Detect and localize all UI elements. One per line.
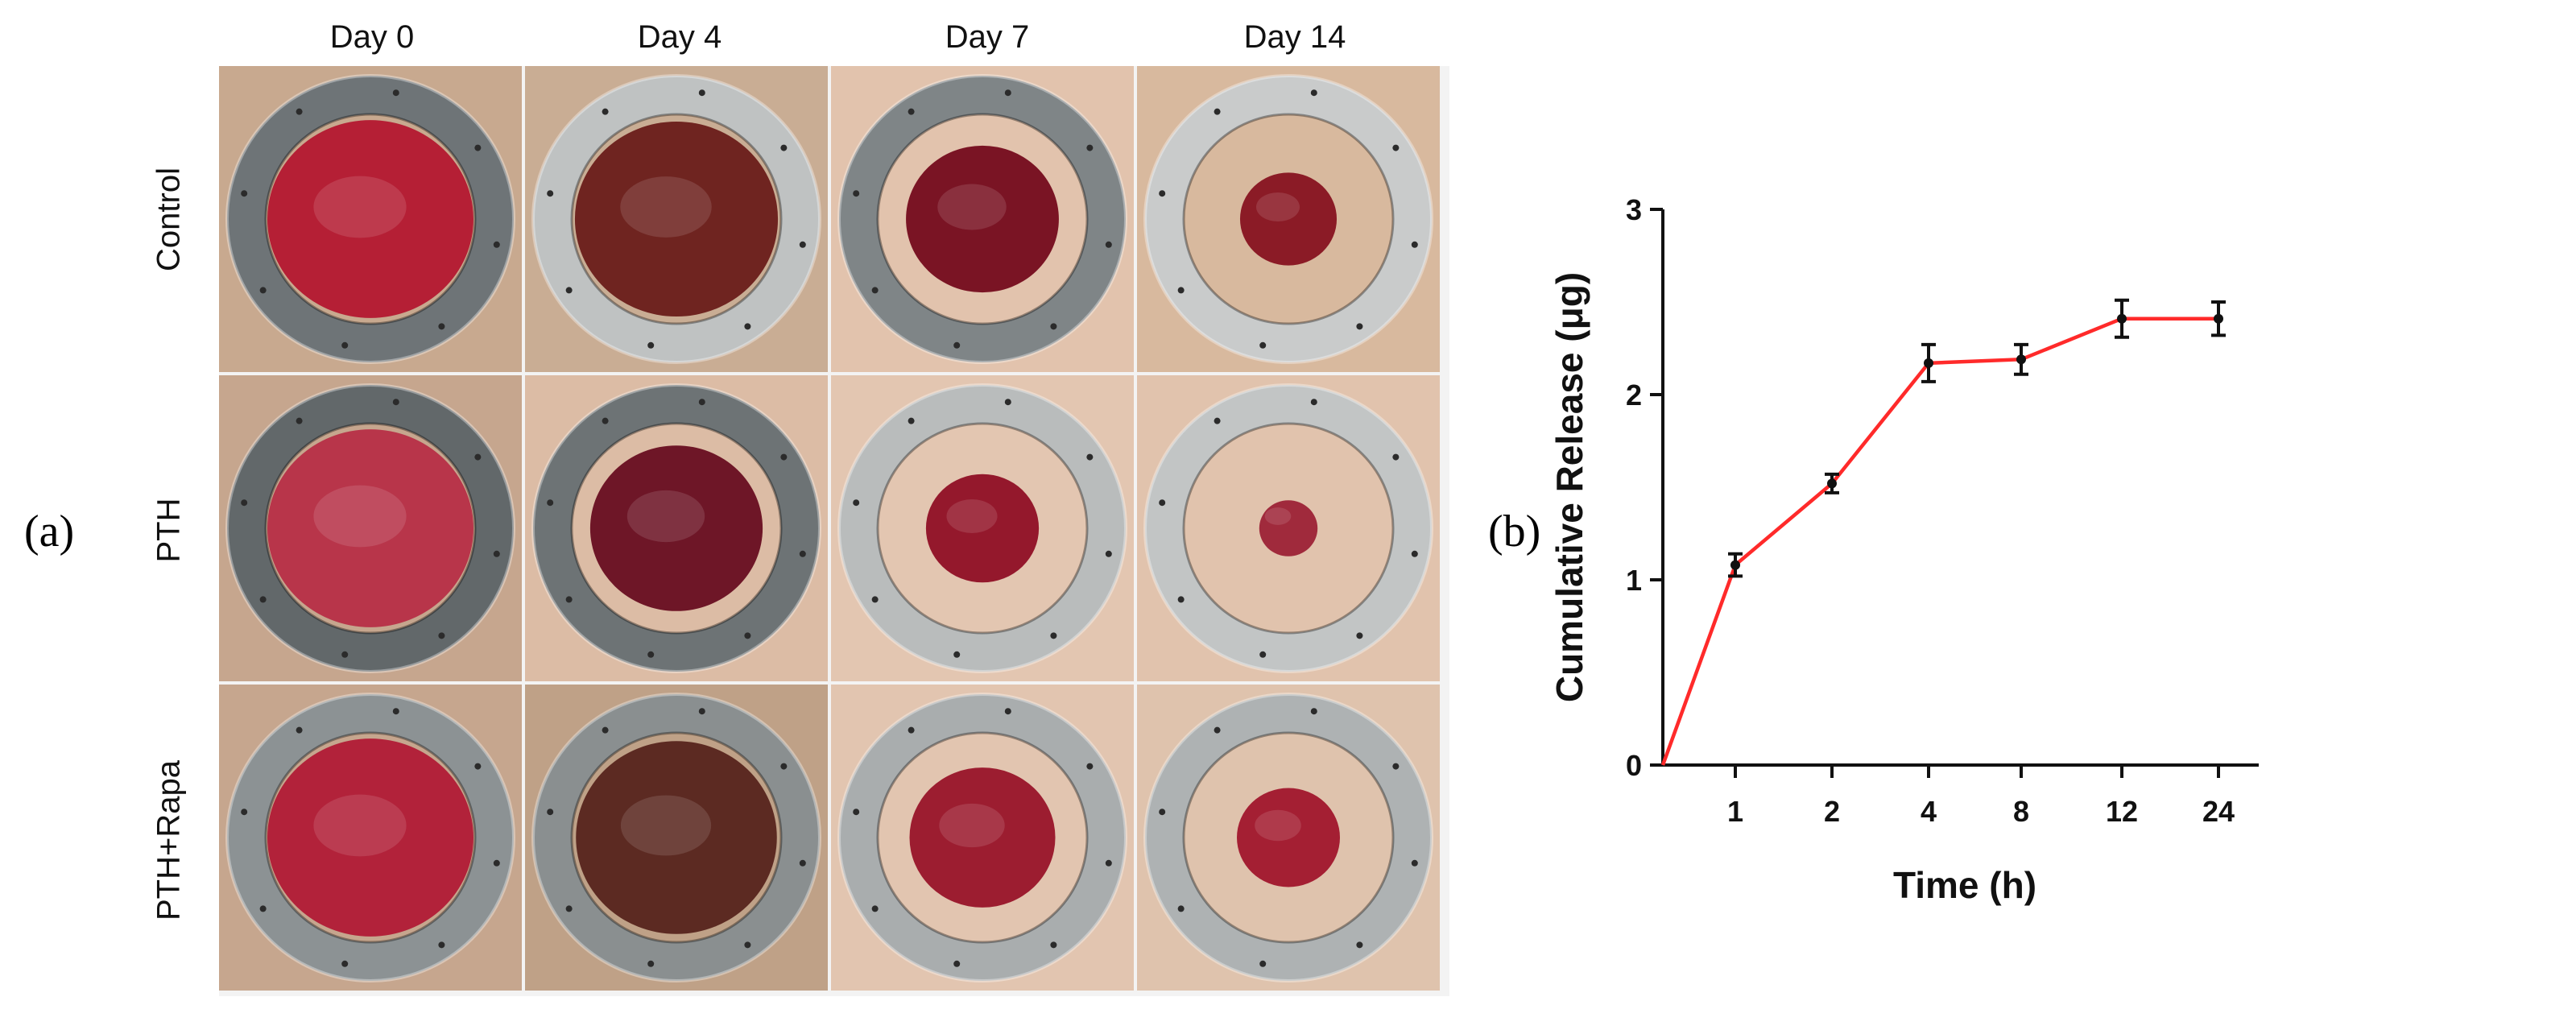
x-tick-label: 1 <box>1727 795 1743 828</box>
panel-a-label: (a) <box>24 507 75 556</box>
wound-photo-pth-rapa-day-0 <box>219 685 522 991</box>
data-point <box>2115 298 2129 339</box>
y-tick-label: 2 <box>1626 378 1642 412</box>
y-tick-label: 1 <box>1626 564 1642 597</box>
row-header-control: Control <box>151 168 187 271</box>
wound-photo-pth-day-0 <box>219 375 522 681</box>
wound-photo-control-day-14 <box>1137 66 1440 372</box>
y-tick-label: 3 <box>1626 193 1642 226</box>
wound-photo-pth-day-7 <box>831 375 1134 681</box>
column-header-day-14: Day 14 <box>1243 19 1346 55</box>
wound-photo-pth-day-14 <box>1137 375 1440 681</box>
wound-photo-pth-rapa-day-14 <box>1137 685 1440 991</box>
x-axis: 1 2 4 8 12 24 <box>1663 763 2259 828</box>
x-tick-label: 8 <box>2013 795 2029 828</box>
x-tick-label: 12 <box>2106 795 2138 828</box>
series-group <box>1660 298 2226 766</box>
y-tick-label: 0 <box>1626 749 1642 782</box>
y-axis: 0 1 2 3 <box>1626 193 1664 782</box>
data-point <box>1825 472 1839 494</box>
wound-photo-grid <box>219 66 1449 996</box>
release-line <box>1660 316 2218 766</box>
data-point <box>1728 552 1743 578</box>
x-tick-label: 4 <box>1921 795 1937 828</box>
data-point <box>2014 342 2028 376</box>
wound-photo-pth-rapa-day-7 <box>831 685 1134 991</box>
x-tick-label: 2 <box>1824 795 1840 828</box>
data-point <box>2211 300 2226 337</box>
wound-photo-control-day-0 <box>219 66 522 372</box>
column-header-day-4: Day 4 <box>637 19 722 55</box>
wound-photo-pth-day-4 <box>525 375 828 681</box>
x-axis-title: Time (h) <box>1893 864 2036 906</box>
row-header-pth: PTH <box>151 498 187 563</box>
column-header-day-7: Day 7 <box>945 19 1030 55</box>
wound-photo-pth-rapa-day-4 <box>525 685 828 991</box>
y-axis-title: Cumulative Release (μg) <box>1548 272 1590 702</box>
wound-photo-control-day-4 <box>525 66 828 372</box>
x-tick-label: 24 <box>2202 795 2235 828</box>
panel-b-label: (b) <box>1488 507 1541 556</box>
column-header-day-0: Day 0 <box>329 19 415 55</box>
data-point <box>1921 342 1936 383</box>
wound-photo-control-day-7 <box>831 66 1134 372</box>
row-header-pth-rapa: PTH+Rapa <box>151 760 187 920</box>
